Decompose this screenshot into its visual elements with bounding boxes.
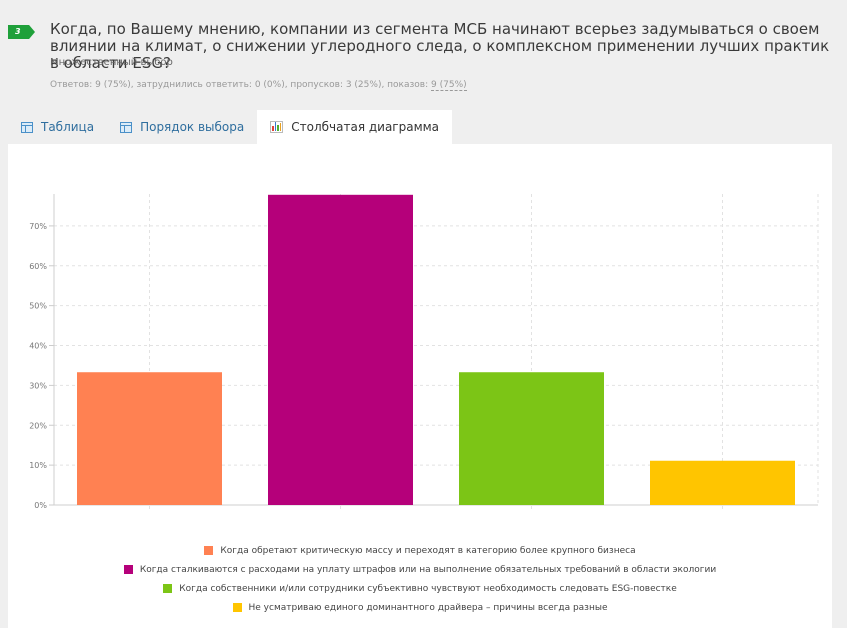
legend-label: Когда сталкиваются с расходами на уплату… [139, 564, 717, 575]
tab-label: Порядок выбора [140, 120, 245, 134]
legend-item[interactable]: Когда сталкиваются с расходами на уплату… [8, 560, 832, 579]
bar [459, 372, 604, 505]
legend-swatch [204, 546, 214, 555]
legend-label: Когда собственники и/или сотрудники субъ… [179, 583, 677, 594]
y-tick-label: 60% [29, 262, 47, 271]
view-tabs: Таблица Порядок выбора Столбчатая диагра… [8, 110, 453, 144]
bar-chart-icon [270, 121, 284, 133]
legend-item[interactable]: Не усматриваю единого доминантного драйв… [8, 598, 832, 617]
legend-label: Не усматриваю единого доминантного драйв… [248, 602, 608, 613]
y-tick-label: 70% [29, 222, 47, 231]
y-tick-label: 10% [29, 461, 47, 470]
question-number-badge: 3 [8, 25, 35, 39]
bar [268, 194, 413, 506]
tab-choice-order[interactable]: Порядок выбора [107, 110, 257, 144]
chart-legend: Когда обретают критическую массу и перех… [8, 541, 832, 617]
legend-item[interactable]: Когда собственники и/или сотрудники субъ… [8, 579, 832, 598]
bar [77, 372, 222, 505]
bar [650, 460, 795, 505]
y-tick-label: 40% [29, 342, 47, 351]
legend-label: Когда обретают критическую массу и перех… [220, 545, 636, 556]
tab-label: Таблица [41, 120, 95, 134]
chart-panel: 0% 10% 20% 30% 40% 50% 60% 70% [8, 144, 832, 628]
legend-swatch [163, 584, 173, 593]
question-stats: Ответов: 9 (75%), затруднились ответить:… [50, 80, 467, 91]
tab-label: Столбчатая диаграмма [291, 120, 440, 134]
legend-swatch [232, 603, 242, 612]
impressions-link[interactable]: 9 (75%) [431, 80, 467, 91]
y-tick-label: 0% [34, 501, 47, 510]
question-type: Множественный выбор [50, 57, 173, 68]
y-tick-label: 20% [29, 421, 47, 430]
tab-table[interactable]: Таблица [8, 110, 107, 144]
question-title: Когда, по Вашему мнению, компании из сег… [50, 20, 830, 72]
tab-bar-chart[interactable]: Столбчатая диаграмма [257, 110, 453, 144]
table-icon [120, 121, 133, 133]
legend-item[interactable]: Когда обретают критическую массу и перех… [8, 541, 832, 560]
legend-swatch [123, 565, 133, 574]
table-icon [21, 121, 33, 133]
y-tick-label: 50% [29, 302, 47, 311]
bar-chart: 0% 10% 20% 30% 40% 50% 60% 70% [29, 194, 819, 511]
stats-text: Ответов: 9 (75%), затруднились ответить:… [50, 80, 432, 90]
y-tick-label: 30% [29, 381, 47, 390]
